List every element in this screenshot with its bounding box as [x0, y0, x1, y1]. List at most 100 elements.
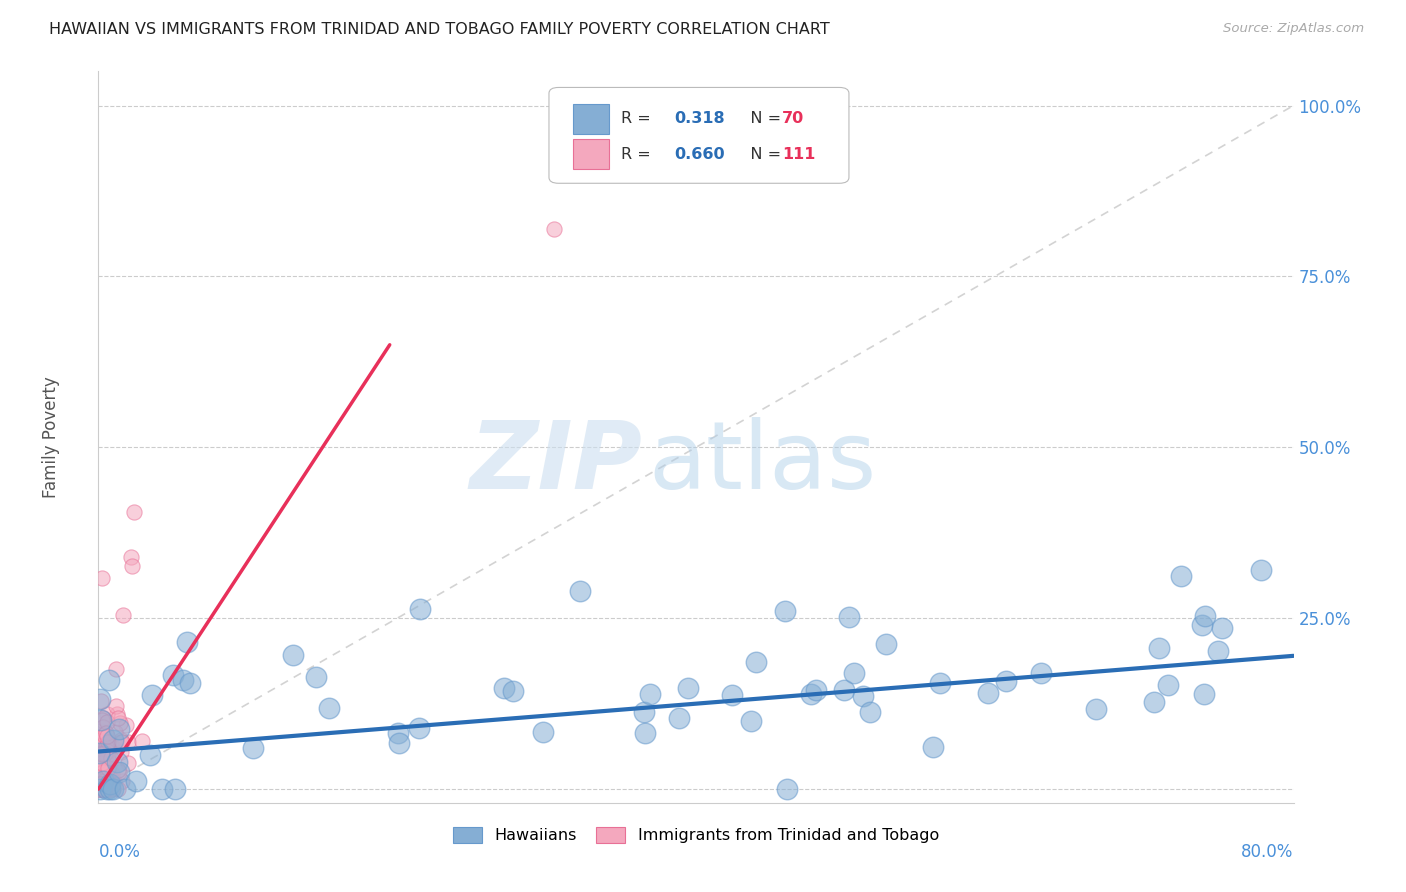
Point	[101, 732, 124, 747]
Point	[107, 755, 129, 769]
Point	[1170, 568, 1192, 582]
Point	[107, 781, 129, 796]
Point	[740, 714, 762, 729]
Point	[875, 637, 897, 651]
Point	[105, 707, 128, 722]
Point	[1250, 563, 1272, 577]
Point	[176, 634, 198, 648]
Point	[100, 739, 122, 754]
Point	[94, 782, 117, 797]
Point	[110, 733, 132, 747]
Point	[96, 782, 118, 797]
Point	[388, 735, 411, 749]
Point	[91, 774, 114, 789]
Text: 80.0%: 80.0%	[1241, 843, 1294, 861]
Point	[117, 735, 139, 749]
Point	[100, 751, 122, 765]
Point	[804, 682, 827, 697]
Point	[120, 550, 142, 565]
Point	[318, 701, 340, 715]
Point	[111, 773, 134, 788]
Point	[93, 782, 115, 797]
Point	[101, 782, 124, 797]
Point	[96, 714, 118, 729]
Point	[387, 725, 409, 739]
Point	[98, 761, 121, 775]
Point	[1192, 687, 1215, 701]
Point	[1085, 702, 1108, 716]
Point	[98, 782, 121, 797]
Point	[96, 733, 118, 747]
Point	[103, 773, 125, 788]
Text: Source: ZipAtlas.com: Source: ZipAtlas.com	[1223, 22, 1364, 36]
Text: N =: N =	[735, 112, 787, 127]
Point	[89, 780, 111, 795]
Point	[93, 733, 115, 747]
Point	[107, 763, 129, 777]
Point	[107, 711, 129, 725]
Point	[163, 781, 186, 796]
Point	[97, 734, 120, 748]
Point	[89, 692, 111, 706]
Point	[91, 572, 114, 586]
Point	[93, 782, 115, 797]
Text: R =: R =	[620, 112, 661, 127]
Point	[90, 782, 112, 797]
Point	[98, 673, 121, 687]
Point	[110, 735, 132, 749]
Point	[114, 782, 136, 797]
Text: 0.0%: 0.0%	[98, 843, 141, 861]
Point	[93, 773, 115, 788]
Point	[89, 773, 111, 788]
Point	[91, 747, 114, 761]
Point	[101, 766, 124, 780]
Point	[97, 748, 120, 763]
Text: HAWAIIAN VS IMMIGRANTS FROM TRINIDAD AND TOBAGO FAMILY POVERTY CORRELATION CHART: HAWAIIAN VS IMMIGRANTS FROM TRINIDAD AND…	[49, 22, 830, 37]
Point	[89, 782, 111, 797]
Point	[94, 749, 117, 764]
Point	[633, 706, 655, 720]
Point	[668, 711, 690, 725]
Point	[98, 777, 121, 791]
Text: R =: R =	[620, 146, 661, 161]
Point	[90, 730, 112, 744]
Text: 111: 111	[782, 146, 815, 161]
Point	[87, 776, 110, 790]
Point	[121, 559, 143, 574]
Point	[91, 782, 114, 797]
Point	[111, 735, 134, 749]
Point	[1157, 678, 1180, 692]
Point	[93, 782, 115, 797]
Point	[922, 739, 945, 754]
Point	[502, 684, 524, 698]
Point	[89, 782, 111, 797]
Point	[96, 782, 118, 797]
Point	[100, 782, 122, 797]
Point	[929, 676, 952, 690]
Point	[131, 734, 153, 748]
Point	[89, 753, 111, 767]
Point	[107, 722, 129, 736]
Point	[89, 777, 111, 791]
Point	[90, 754, 112, 768]
Point	[94, 725, 117, 739]
Point	[91, 756, 114, 770]
Point	[97, 766, 120, 780]
Point	[543, 221, 565, 235]
Point	[775, 782, 797, 797]
Point	[676, 681, 699, 695]
Point	[838, 609, 860, 624]
Point	[104, 699, 127, 714]
Point	[569, 583, 592, 598]
Point	[108, 764, 131, 779]
Text: 0.660: 0.660	[675, 146, 725, 161]
Point	[995, 673, 1018, 688]
Point	[89, 782, 111, 797]
Text: N =: N =	[735, 146, 787, 161]
Point	[90, 747, 112, 761]
FancyBboxPatch shape	[548, 87, 849, 183]
Point	[305, 670, 328, 684]
Point	[139, 747, 162, 762]
Point	[531, 725, 554, 739]
Point	[1211, 621, 1233, 635]
